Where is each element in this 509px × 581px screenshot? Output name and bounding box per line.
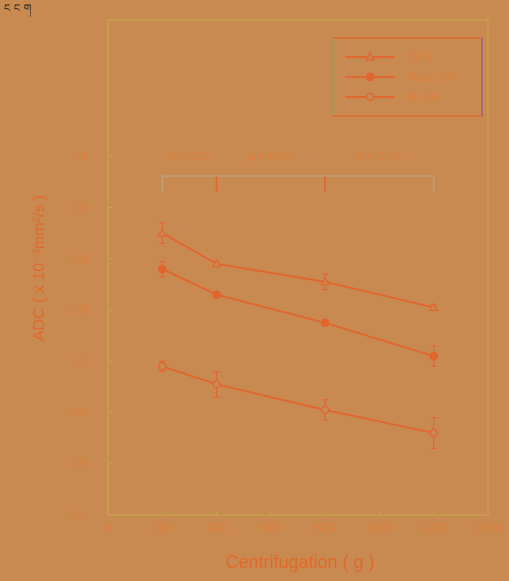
data-point <box>212 380 221 389</box>
y-tick-label: 0.7 <box>70 353 88 368</box>
x-tick-label: 0 <box>104 520 111 535</box>
y-tick-label: 0.9 <box>70 251 88 266</box>
y-axis-title: ADC ( x 10⁻³mm²/s ) <box>31 195 48 341</box>
x-tick-label: 400 <box>206 520 228 535</box>
series-line <box>161 232 434 309</box>
significance-label: p < 0.05 <box>358 149 402 163</box>
y-tick-label: 0.6 <box>70 405 88 420</box>
y-tick-label: 1.1 <box>70 148 88 163</box>
legend-label: CV-1 <box>407 50 434 64</box>
series-hela-s3 <box>157 260 439 367</box>
data-point <box>320 318 330 328</box>
x-tick-label: 1400 <box>474 520 503 535</box>
y-tick-label: 1.0 <box>70 200 88 215</box>
data-point <box>364 51 376 61</box>
y-tick-label: 0.4 <box>70 507 88 522</box>
data-point <box>157 264 167 274</box>
axes: 0 200 400 600 800 1000 1200 1400 0.4 0.5 0.6 0.7 0.8… <box>70 148 503 535</box>
x-tick-label: 1200 <box>419 520 448 535</box>
x-tick-label: 200 <box>151 520 173 535</box>
legend-label: HL-60 <box>407 90 440 104</box>
data-point <box>211 258 222 268</box>
plot-frame <box>107 19 489 516</box>
significance-label: p < 0.05 <box>249 149 293 163</box>
series-cv-1 <box>157 222 439 312</box>
series-line <box>161 268 434 357</box>
data-point <box>365 72 375 82</box>
corner-mark: ང ང ག <box>4 2 32 18</box>
series-line <box>162 365 434 434</box>
data-point <box>428 302 439 312</box>
x-tick-label: 600 <box>260 520 282 535</box>
data-point <box>320 276 331 286</box>
data-point <box>157 227 168 237</box>
series-hl-60 <box>158 360 438 449</box>
data-point <box>429 428 438 438</box>
significance-label: p < 0.05 <box>168 149 212 163</box>
data-point <box>212 290 221 300</box>
x-tick-label: 800 <box>314 520 336 535</box>
legend: CV-1 HeLa S3 HL-60 <box>331 37 483 117</box>
x-tick-label: 1000 <box>365 520 394 535</box>
y-tick-label: 0.5 <box>70 456 88 471</box>
significance-brackets: p < 0.05 p < 0.05 p < 0.05 <box>161 149 435 192</box>
data-point <box>320 405 330 415</box>
data-point <box>158 362 167 371</box>
data-point <box>429 351 439 361</box>
data-point <box>365 92 375 102</box>
x-axis-title: Centrifugation ( g ) <box>225 552 374 572</box>
y-tick-label: 0.8 <box>70 302 88 317</box>
legend-label: HeLa S3 <box>407 70 454 84</box>
series-layer <box>157 222 439 449</box>
